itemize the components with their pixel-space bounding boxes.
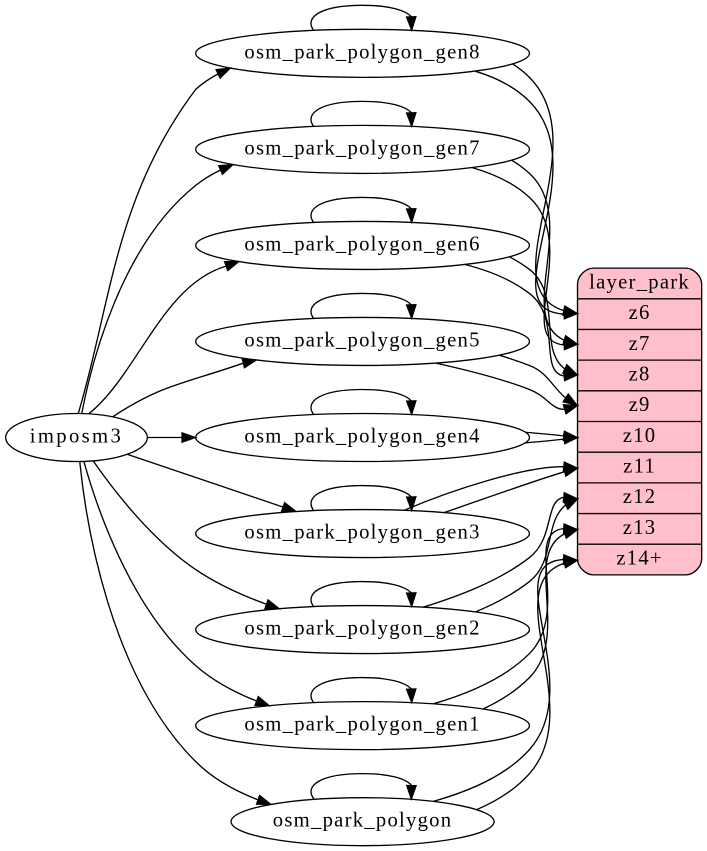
- svg-text:imposm3: imposm3: [30, 425, 123, 447]
- svg-text:z8: z8: [629, 363, 651, 385]
- svg-text:osm_park_polygon_gen8: osm_park_polygon_gen8: [244, 41, 480, 63]
- svg-text:z14+: z14+: [616, 547, 663, 569]
- svg-text:osm_park_polygon_gen2: osm_park_polygon_gen2: [244, 618, 480, 640]
- svg-text:layer_park: layer_park: [589, 271, 690, 293]
- svg-text:z10: z10: [623, 425, 657, 447]
- svg-text:osm_park_polygon_gen6: osm_park_polygon_gen6: [244, 233, 480, 255]
- svg-text:osm_park_polygon_gen3: osm_park_polygon_gen3: [244, 521, 480, 543]
- svg-text:osm_park_polygon_gen1: osm_park_polygon_gen1: [244, 714, 480, 736]
- svg-text:z13: z13: [623, 517, 657, 539]
- svg-text:z9: z9: [629, 394, 651, 416]
- svg-text:osm_park_polygon_gen5: osm_park_polygon_gen5: [244, 329, 480, 351]
- svg-text:z12: z12: [623, 486, 657, 508]
- svg-text:z7: z7: [629, 333, 651, 355]
- svg-text:osm_park_polygon: osm_park_polygon: [273, 810, 453, 832]
- svg-text:osm_park_polygon_gen4: osm_park_polygon_gen4: [244, 425, 480, 447]
- svg-text:z6: z6: [629, 302, 651, 324]
- svg-text:osm_park_polygon_gen7: osm_park_polygon_gen7: [244, 137, 480, 159]
- svg-text:z11: z11: [623, 455, 656, 477]
